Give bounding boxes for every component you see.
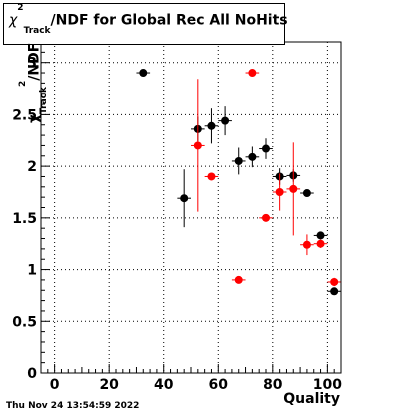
point-marker: [262, 213, 270, 222]
point-marker: [316, 239, 325, 248]
plot-frame: [40, 41, 342, 374]
point-marker: [289, 184, 298, 193]
point-marker: [234, 156, 243, 165]
y-tick-label: 1.5: [12, 211, 37, 227]
y-tick-label: 2.5: [12, 107, 37, 123]
chart-title-box: χ2 Track/NDF for Global Rec All NoHits: [3, 3, 288, 45]
ylabel-superscript: 2: [18, 80, 28, 87]
timestamp: Thu Nov 24 13:54:59 2022: [6, 401, 140, 411]
x-tick-label: 100: [313, 377, 342, 393]
data-point: [218, 106, 232, 136]
point-marker: [207, 172, 216, 181]
point-marker: [330, 277, 339, 286]
data-point: [177, 169, 191, 228]
data-point: [313, 231, 328, 240]
point-marker: [248, 152, 257, 161]
point-marker: [248, 69, 257, 78]
title-superscript: 2: [17, 3, 24, 13]
data-point: [286, 142, 301, 236]
point-marker: [262, 144, 270, 153]
data-point: [231, 147, 246, 175]
data-point: [300, 189, 314, 198]
x-tick-label: 20: [99, 377, 119, 393]
point-marker: [275, 187, 284, 196]
x-axis-label: Quality: [283, 391, 340, 407]
data-point: [300, 234, 314, 256]
data-point: [259, 138, 273, 159]
x-tick-label: 80: [263, 377, 283, 393]
data-point: [327, 287, 341, 296]
point-marker: [316, 231, 325, 240]
title-rest: /NDF for Global Rec All NoHits: [50, 12, 288, 29]
y-axis-label: χTrack 2/NDF: [6, 43, 49, 168]
data-points: [136, 69, 341, 296]
ylabel-symbol: χ: [26, 113, 43, 123]
title-symbol: χ: [9, 12, 18, 29]
point-marker: [221, 116, 230, 125]
point-marker: [302, 189, 311, 198]
point-marker: [302, 240, 311, 249]
y-tick-label: 0.5: [12, 314, 37, 330]
data-point: [191, 79, 205, 212]
y-tick-label: 1: [27, 263, 37, 279]
x-tick-label: 60: [209, 377, 229, 393]
ylabel-rest: /NDF: [26, 42, 43, 81]
tick-labels: 0 20 40 60 80 100 0 0.5 1 1.5 2 2.5 3: [12, 56, 342, 393]
point-marker: [193, 141, 202, 150]
title-subscript: Track: [23, 26, 51, 37]
point-marker: [207, 121, 216, 130]
data-point: [259, 213, 273, 222]
axis-ticks: [40, 41, 342, 374]
data-point: [136, 69, 151, 78]
point-marker: [330, 287, 339, 296]
ylabel-subscript: Track: [39, 86, 50, 114]
y-tick-label: 3: [27, 56, 37, 72]
data-point: [313, 239, 328, 248]
grid-lines: [41, 42, 341, 374]
point-marker: [234, 275, 243, 284]
data-point: [231, 275, 246, 284]
point-marker: [180, 194, 189, 203]
data-point: [272, 173, 287, 211]
chart-title: χ2 Track/NDF for Global Rec All NoHits: [9, 3, 288, 36]
data-point: [245, 69, 260, 78]
x-tick-label: 0: [50, 377, 60, 393]
x-tick-label: 40: [154, 377, 174, 393]
y-tick-label: 2: [27, 159, 37, 175]
y-tick-label: 0: [27, 366, 37, 382]
data-point: [204, 172, 219, 181]
data-point: [245, 146, 260, 168]
data-point: [327, 277, 341, 287]
point-marker: [139, 69, 148, 78]
data-point: [204, 108, 219, 144]
